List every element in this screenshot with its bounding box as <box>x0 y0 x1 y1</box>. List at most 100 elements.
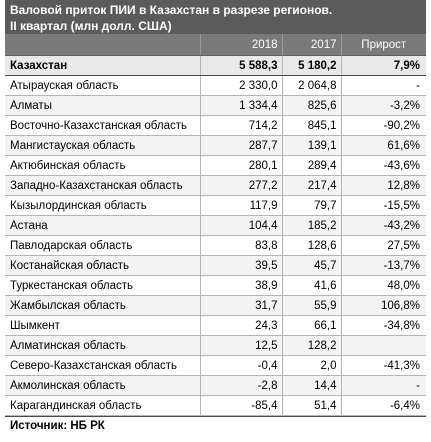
header-2018: 2018 <box>200 34 283 56</box>
value-change: -6,4% <box>341 395 426 416</box>
table-row: Акмолинская область -2,8 14,4- <box>5 375 426 396</box>
value-2017: 289,4 <box>282 155 342 176</box>
table-row: Павлодарская область 83,8 128,6 27,5% <box>5 235 426 256</box>
table-row: Западно-Казахстанская область 277,2 217,4 1… <box>5 175 426 196</box>
value-2018: 280,1 <box>200 155 283 176</box>
value-2017: 45,7 <box>282 255 342 276</box>
value-2018: 38,9 <box>200 275 283 296</box>
table-row: Костанайская область 39,5 45,7 -13,7% <box>5 255 426 276</box>
region-name: Туркестанская область <box>5 275 201 296</box>
source-note: Источник: НБ РК <box>5 416 426 438</box>
value-2017: 79,7 <box>282 195 342 216</box>
value-change: 7,9% <box>341 55 426 76</box>
table-row: Туркестанская область 38,9 41,6 48,0% <box>5 275 426 296</box>
value-2018: 31,7 <box>200 295 283 316</box>
value-2017: 217,4 <box>282 175 342 196</box>
region-name: Алматинская область <box>5 335 201 356</box>
value-change: -43,2% <box>341 215 426 236</box>
table-header-row: 2018 2017 Прирост <box>5 34 426 56</box>
value-2017: 2 064,8 <box>282 75 342 96</box>
region-name: Шымкент <box>5 315 201 336</box>
table-row: Шымкент 24,3 66,1 -34,8% <box>5 315 426 336</box>
value-change: - <box>341 375 426 396</box>
region-name: Акмолинская область <box>5 375 201 396</box>
value-change: -43,6% <box>341 155 426 176</box>
table-row: Кызылординская область 117,9 79,7 -15,5% <box>5 195 426 216</box>
value-change: 12,8% <box>341 175 426 196</box>
region-name: Актюбинская область <box>5 155 201 176</box>
table-row: Актюбинская область 280,1 289,4 -43,6% <box>5 155 426 176</box>
title-line-1: Валовой приток ПИИ в Казахстан в разрезе… <box>10 3 333 17</box>
region-name: Атырауская область <box>5 75 201 96</box>
value-2017: 185,2 <box>282 215 342 236</box>
value-change: 61,6% <box>341 135 426 156</box>
value-2018: 39,5 <box>200 255 283 276</box>
header-region <box>5 34 201 56</box>
header-change: Прирост <box>341 34 426 56</box>
fdi-table-card: Валовой приток ПИИ в Казахстан в разрезе… <box>5 0 426 438</box>
value-2018: -2,8 <box>200 375 283 396</box>
value-change: -41,3% <box>341 355 426 376</box>
value-change: -15,5% <box>341 195 426 216</box>
table-row: Атырауская область 2 330,0 2 064,8- <box>5 75 426 96</box>
table-body: Казахстан 5 588,3 5 180,2 7,9% Атырауская об… <box>5 55 426 416</box>
value-2018: 83,8 <box>200 235 283 256</box>
value-change: - <box>341 75 426 96</box>
table-title: Валовой приток ПИИ в Казахстан в разрезе… <box>5 0 426 34</box>
value-change: -34,8% <box>341 315 426 336</box>
fdi-regions-table: 2018 2017 Прирост Казахстан 5 588,3 5 180,… <box>5 34 426 416</box>
value-2018: 104,4 <box>200 215 283 236</box>
region-name: Казахстан <box>5 55 201 76</box>
value-2017: 14,4 <box>282 375 342 396</box>
value-2017: 55,9 <box>282 295 342 316</box>
value-2017: 5 180,2 <box>282 55 342 76</box>
value-change: 106,8% <box>341 295 426 316</box>
value-change: 27,5% <box>341 235 426 256</box>
table-row: Алматинская область 12,5 128,2 <box>5 335 426 356</box>
value-2018: -0,4 <box>200 355 283 376</box>
value-change <box>341 335 426 356</box>
region-name: Кызылординская область <box>5 195 201 216</box>
value-2017: 825,6 <box>282 95 342 116</box>
region-name: Мангистауская область <box>5 135 201 156</box>
value-2018: 277,2 <box>200 175 283 196</box>
value-2018: 714,2 <box>200 115 283 136</box>
value-2017: 66,1 <box>282 315 342 336</box>
value-2018: 1 334,4 <box>200 95 283 116</box>
region-name: Павлодарская область <box>5 235 201 256</box>
value-2017: 41,6 <box>282 275 342 296</box>
value-2018: -85,4 <box>200 395 283 416</box>
header-2017: 2017 <box>282 34 342 56</box>
title-line-2: II квартал (млн долл. США) <box>10 19 172 33</box>
value-2018: 24,3 <box>200 315 283 336</box>
region-name: Алматы <box>5 95 201 116</box>
value-2018: 12,5 <box>200 335 283 356</box>
table-row: Мангистауская область 287,7 139,1 61,6% <box>5 135 426 156</box>
value-change: 48,0% <box>341 275 426 296</box>
value-2018: 117,9 <box>200 195 283 216</box>
region-name: Западно-Казахстанская область <box>5 175 201 196</box>
table-row: Астана 104,4 185,2 -43,2% <box>5 215 426 236</box>
region-name: Астана <box>5 215 201 236</box>
table-row: Жамбылская область 31,7 55,9 106,8% <box>5 295 426 316</box>
table-row-total: Казахстан 5 588,3 5 180,2 7,9% <box>5 55 426 76</box>
region-name: Восточно-Казахстанская область <box>5 115 201 136</box>
value-2017: 845,1 <box>282 115 342 136</box>
value-2017: 51,4 <box>282 395 342 416</box>
region-name: Карагандинская область <box>5 395 201 416</box>
table-row: Алматы 1 334,4 825,6 -3,2% <box>5 95 426 116</box>
value-2017: 128,2 <box>282 335 342 356</box>
region-name: Жамбылская область <box>5 295 201 316</box>
value-2017: 139,1 <box>282 135 342 156</box>
region-name: Костанайская область <box>5 255 201 276</box>
value-2017: 2,0 <box>282 355 342 376</box>
value-change: -3,2% <box>341 95 426 116</box>
table-row: Карагандинская область -85,4 51,4 -6,4% <box>5 395 426 416</box>
table-row: Восточно-Казахстанская область 714,2 845,1… <box>5 115 426 136</box>
value-2018: 5 588,3 <box>200 55 283 76</box>
value-2018: 2 330,0 <box>200 75 283 96</box>
value-change: -13,7% <box>341 255 426 276</box>
value-2018: 287,7 <box>200 135 283 156</box>
value-2017: 128,6 <box>282 235 342 256</box>
region-name: Северо-Казахстанская область <box>5 355 201 376</box>
